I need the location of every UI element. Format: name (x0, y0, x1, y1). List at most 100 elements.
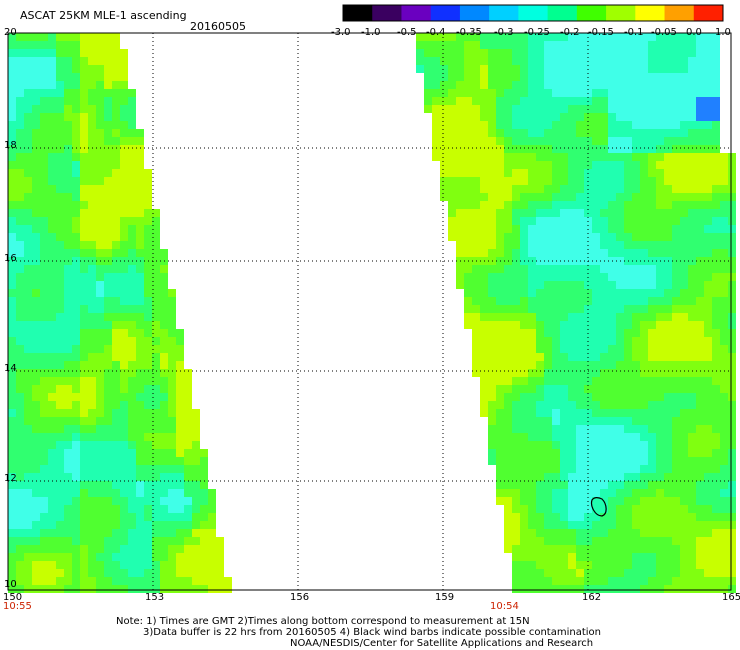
swath-cell (184, 473, 192, 481)
swath-cell (112, 337, 120, 345)
swath-cell (96, 57, 104, 65)
swath-cell (176, 553, 184, 561)
swath-cell (104, 377, 112, 385)
swath-cell (40, 505, 48, 513)
swath-cell (512, 521, 520, 529)
swath-cell (64, 433, 72, 441)
swath-cell (592, 153, 600, 161)
swath-cell (600, 561, 608, 569)
swath-cell (40, 57, 48, 65)
swath-cell (80, 473, 88, 481)
swath-cell (472, 305, 480, 313)
swath-cell (712, 249, 720, 257)
swath-cell (72, 481, 80, 489)
swath-cell (640, 97, 648, 105)
swath-cell (24, 545, 32, 553)
swath-cell (712, 281, 720, 289)
swath-cell (176, 465, 184, 473)
swath-cell (616, 297, 624, 305)
swath-cell (592, 561, 600, 569)
swath-cell (696, 529, 704, 537)
swath-cell (648, 337, 656, 345)
swath-cell (168, 585, 176, 593)
swath-cell (632, 441, 640, 449)
swath-cell (568, 393, 576, 401)
swath-cell (720, 361, 728, 369)
swath-cell (664, 313, 672, 321)
swath-cell (480, 289, 488, 297)
swath-cell (24, 193, 32, 201)
swath-cell (176, 409, 184, 417)
swath-cell (64, 353, 72, 361)
swath-cell (536, 161, 544, 169)
swath-cell (568, 473, 576, 481)
swath-cell (80, 105, 88, 113)
swath-cell (640, 521, 648, 529)
swath-cell (64, 185, 72, 193)
swath-cell (664, 49, 672, 57)
swath-cell (520, 561, 528, 569)
swath-cell (128, 129, 136, 137)
swath-cell (664, 361, 672, 369)
swath-cell (512, 105, 520, 113)
swath-cell (80, 497, 88, 505)
swath-cell (664, 521, 672, 529)
swath-cell (496, 369, 504, 377)
swath-cell (512, 233, 520, 241)
swath-cell (520, 153, 528, 161)
swath-cell (544, 73, 552, 81)
swath-cell (432, 105, 440, 113)
swath-cell (144, 289, 152, 297)
swath-cell (184, 585, 192, 593)
swath-cell (128, 417, 136, 425)
swath-cell (688, 401, 696, 409)
swath-cell (464, 289, 472, 297)
swath-cell (208, 585, 216, 593)
swath-cell (160, 441, 168, 449)
swath-cell (568, 217, 576, 225)
swath-cell (16, 121, 24, 129)
swath-cell (520, 233, 528, 241)
swath-cell (600, 449, 608, 457)
swath-cell (480, 249, 488, 257)
swath-cell (48, 57, 56, 65)
swath-cell (656, 345, 664, 353)
swath-cell (664, 273, 672, 281)
swath-cell (88, 281, 96, 289)
swath-cell (472, 81, 480, 89)
swath-cell (688, 393, 696, 401)
swath-cell (536, 457, 544, 465)
swath-cell (512, 273, 520, 281)
swath-cell (104, 529, 112, 537)
swath-cell (528, 545, 536, 553)
swath-cell (24, 529, 32, 537)
swath-cell (640, 457, 648, 465)
swath-cell (16, 449, 24, 457)
swath-cell (592, 113, 600, 121)
swath-cell (168, 425, 176, 433)
swath-cell (672, 169, 680, 177)
swath-cell (600, 409, 608, 417)
swath-cell (80, 489, 88, 497)
swath-cell (128, 449, 136, 457)
swath-cell (120, 305, 128, 313)
swath-cell (16, 41, 24, 49)
swath-cell (600, 377, 608, 385)
swath-cell (480, 145, 488, 153)
swath-cell (40, 281, 48, 289)
swath-cell (464, 113, 472, 121)
swath-cell (616, 401, 624, 409)
swath-cell (704, 201, 712, 209)
swath-cell (640, 505, 648, 513)
swath-cell (560, 281, 568, 289)
swath-cell (688, 129, 696, 137)
swath-cell (480, 49, 488, 57)
swath-cell (200, 457, 208, 465)
swath-cell (664, 569, 672, 577)
swath-cell (640, 209, 648, 217)
swath-cell (616, 497, 624, 505)
swath-cell (712, 505, 720, 513)
swath-cell (520, 329, 528, 337)
swath-cell (104, 585, 112, 593)
swath-cell (616, 473, 624, 481)
